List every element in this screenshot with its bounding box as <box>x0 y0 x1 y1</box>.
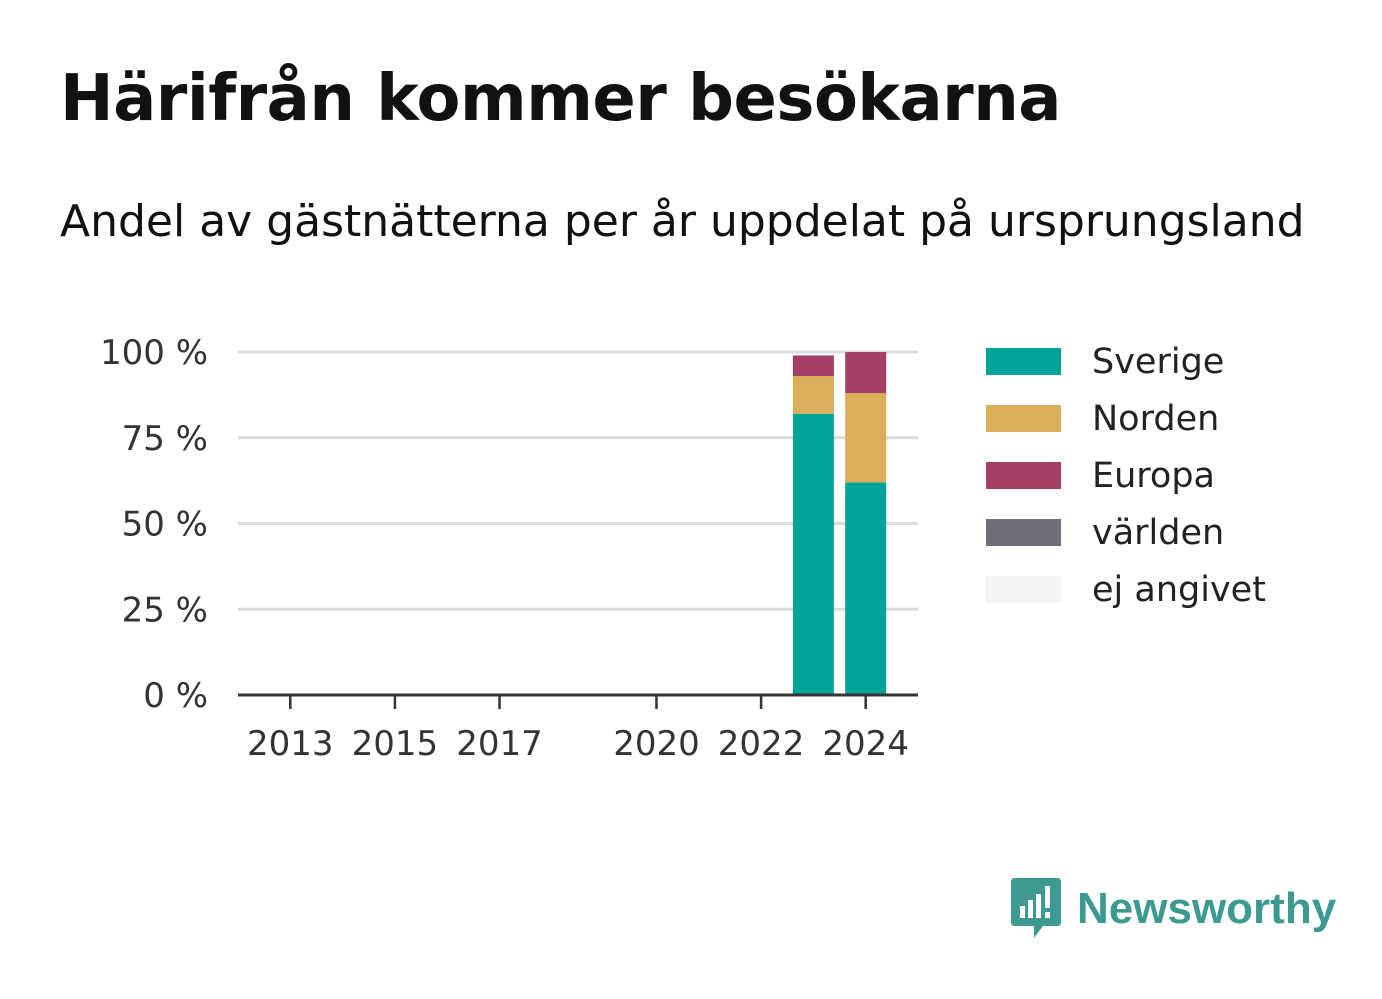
bar-sverige-2023 <box>792 413 834 695</box>
x-tick-label: 2015 <box>352 724 439 764</box>
bar-sverige-2024 <box>845 482 887 695</box>
legend-item-sverige: Sverige <box>986 333 1266 390</box>
legend-label-ej-angivet: ej angivet <box>1092 569 1266 610</box>
legend-label-europa: Europa <box>1092 455 1215 496</box>
legend-swatch-varlden <box>986 519 1061 546</box>
legend-swatch-europa <box>986 462 1061 489</box>
brand-name: Newsworthy <box>1077 884 1337 933</box>
bar-europa-2024 <box>845 352 887 394</box>
legend-label-varlden: världen <box>1092 512 1225 553</box>
bar-europa-2023 <box>792 355 834 377</box>
newsworthy-logo-icon <box>1011 878 1061 938</box>
legend-label-sverige: Sverige <box>1092 341 1225 382</box>
legend: Sverige Norden Europa världen ej angivet <box>986 333 1266 618</box>
legend-swatch-ej-angivet <box>986 576 1061 603</box>
newsworthy-brand: Newsworthy <box>1011 878 1336 940</box>
legend-item-europa: Europa <box>986 447 1266 504</box>
y-tick-label: 100 % <box>100 333 208 373</box>
chart-subtitle: Andel av gästnätterna per år uppdelat på… <box>60 196 1305 247</box>
legend-swatch-sverige <box>986 348 1061 375</box>
bar-norden-2024 <box>845 393 887 483</box>
y-tick-label: 0 % <box>143 676 208 716</box>
y-tick-label: 25 % <box>122 590 208 630</box>
legend-item-norden: Norden <box>986 390 1266 447</box>
x-tick-label: 2022 <box>718 724 805 764</box>
legend-label-norden: Norden <box>1092 398 1220 439</box>
x-tick-label: 2013 <box>247 724 334 764</box>
x-tick-label: 2017 <box>456 724 543 764</box>
y-tick-label: 50 % <box>122 505 208 545</box>
x-tick-label: 2024 <box>822 724 909 764</box>
legend-item-ej-angivet: ej angivet <box>986 561 1266 618</box>
legend-item-varlden: världen <box>986 504 1266 561</box>
y-tick-label: 75 % <box>122 419 208 459</box>
x-tick-label: 2020 <box>613 724 700 764</box>
legend-swatch-norden <box>986 405 1061 432</box>
chart-title: Härifrån kommer besökarna <box>60 62 1061 136</box>
bar-norden-2023 <box>792 376 834 414</box>
